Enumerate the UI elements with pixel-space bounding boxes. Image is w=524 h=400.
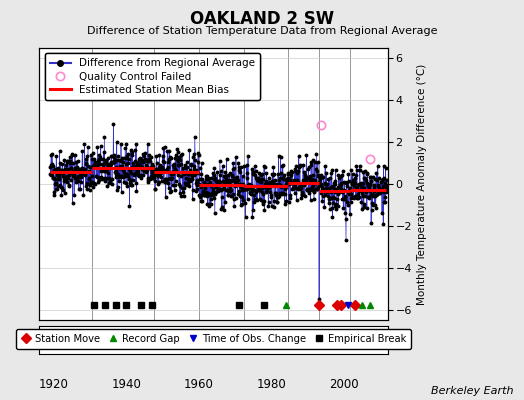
Y-axis label: Monthly Temperature Anomaly Difference (°C): Monthly Temperature Anomaly Difference (… bbox=[418, 63, 428, 305]
Legend: Difference from Regional Average, Quality Control Failed, Estimated Station Mean: Difference from Regional Average, Qualit… bbox=[45, 53, 260, 100]
Legend: Station Move, Record Gap, Time of Obs. Change, Empirical Break: Station Move, Record Gap, Time of Obs. C… bbox=[16, 329, 411, 348]
Text: Difference of Station Temperature Data from Regional Average: Difference of Station Temperature Data f… bbox=[87, 26, 437, 36]
Text: Berkeley Earth: Berkeley Earth bbox=[431, 386, 514, 396]
Text: OAKLAND 2 SW: OAKLAND 2 SW bbox=[190, 10, 334, 28]
